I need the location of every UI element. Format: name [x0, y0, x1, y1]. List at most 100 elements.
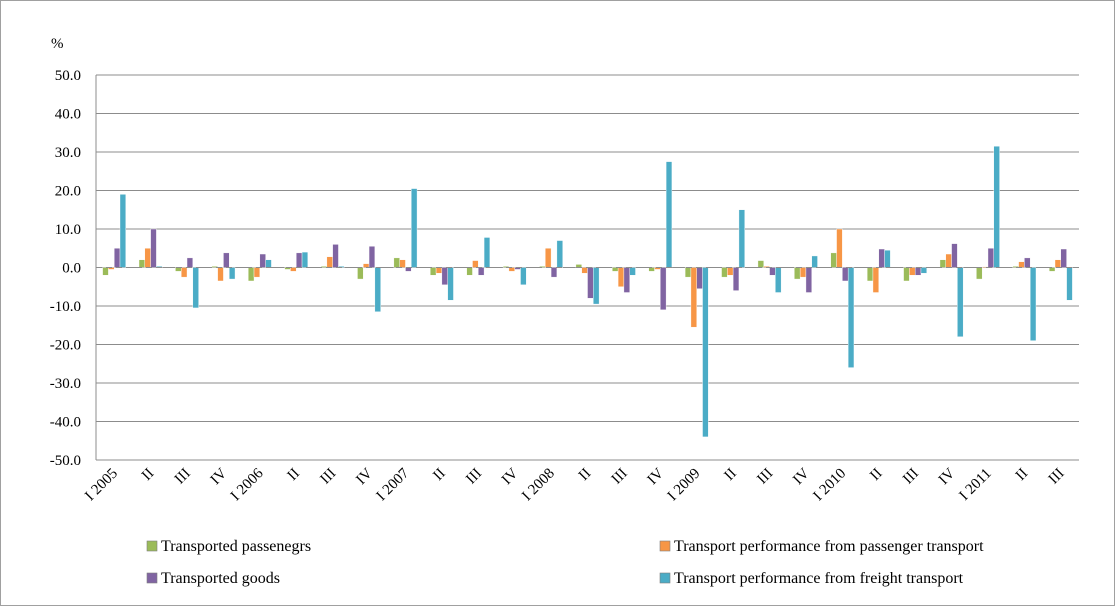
- bar: [332, 244, 339, 268]
- legend-label: Transported passenegrs: [161, 538, 311, 555]
- bar: [102, 267, 109, 276]
- x-tick-label: III: [463, 466, 485, 488]
- bar: [248, 267, 255, 282]
- bar: [920, 267, 927, 274]
- bar: [696, 267, 703, 289]
- legend: Transported passenegrs Transport performa…: [146, 538, 984, 587]
- bar: [301, 251, 309, 268]
- x-tick-label: III: [1046, 466, 1068, 488]
- y-tick-label: -40.0: [50, 415, 81, 431]
- bar: [223, 252, 230, 268]
- bar: [732, 267, 740, 291]
- bar: [508, 267, 515, 272]
- legend-label: Transported goods: [161, 570, 280, 587]
- bar: [617, 267, 625, 287]
- bar: [374, 267, 381, 312]
- bar: [690, 267, 697, 328]
- legend-swatch: [146, 540, 158, 552]
- bar: [957, 267, 964, 338]
- x-tick-label: III: [900, 466, 922, 488]
- bar: [217, 267, 224, 282]
- bar: [399, 259, 406, 268]
- legend-label: Transport performance from freight trans…: [674, 570, 964, 587]
- bar: [872, 267, 879, 293]
- bar: [660, 267, 667, 311]
- bar: [211, 266, 218, 268]
- legend-swatch: [659, 540, 671, 552]
- x-tick-label: II: [576, 466, 594, 484]
- legend-swatch: [659, 572, 671, 584]
- bar: [113, 248, 121, 268]
- x-tick-label: III: [754, 466, 776, 488]
- x-tick-labels: I 2005 II III IVI 2006 II III IVI 2007 II III IVI…: [82, 465, 1067, 504]
- bar: [1018, 261, 1025, 268]
- x-tick-label: IV: [208, 465, 231, 488]
- bar: [472, 260, 479, 268]
- bar: [945, 253, 952, 268]
- bar: [581, 267, 588, 274]
- bar: [447, 267, 454, 301]
- bar: [441, 267, 448, 286]
- bar: [144, 248, 151, 268]
- x-tick-label: III: [318, 466, 340, 488]
- bar: [721, 267, 728, 278]
- bar: [181, 267, 188, 278]
- y-tick-labels: 50.0 40.0 30.0 20.0 10.0 0.0 -10.0 -20.0 -30.0 -4…: [50, 68, 81, 469]
- bar: [665, 161, 673, 268]
- bar: [393, 257, 400, 268]
- bar: [836, 228, 843, 268]
- bars: [102, 146, 1073, 438]
- x-tick-label: II: [722, 466, 740, 484]
- bar: [186, 257, 194, 268]
- x-tick-label: IV: [353, 465, 376, 488]
- x-tick-label: I 2007: [374, 465, 413, 504]
- bar: [884, 249, 891, 268]
- bar: [550, 267, 558, 278]
- bar: [466, 267, 473, 276]
- x-tick-label: IV: [936, 465, 959, 488]
- bar: [502, 266, 510, 268]
- x-tick-label: III: [172, 466, 194, 488]
- bar: [1054, 259, 1062, 268]
- bar: [593, 267, 600, 305]
- x-tick-label: I 2011: [957, 466, 995, 504]
- bar: [775, 267, 782, 293]
- bar: [1024, 257, 1031, 268]
- y-tick-label: -10.0: [50, 299, 81, 315]
- y-tick-label: 10.0: [55, 222, 81, 238]
- x-tick-label: I 2008: [519, 466, 558, 505]
- bar: [914, 267, 922, 276]
- bar: [903, 267, 910, 282]
- bar: [435, 267, 443, 274]
- x-tick-label: I 2006: [228, 465, 267, 504]
- bar: [629, 267, 636, 276]
- x-tick-label: I 2009: [665, 466, 704, 505]
- x-tick-label: I 2005: [82, 466, 121, 505]
- bar: [357, 267, 364, 280]
- y-tick-label: 40.0: [55, 107, 81, 123]
- bar: [192, 267, 199, 309]
- y-unit-label: %: [51, 36, 64, 52]
- bar: [623, 267, 630, 293]
- bar: [805, 267, 812, 293]
- bar: [405, 267, 412, 272]
- bar: [866, 267, 874, 282]
- legend-label: Transport performance from passenger tra…: [674, 538, 984, 555]
- bar: [1066, 267, 1073, 301]
- y-tick-label: -30.0: [50, 376, 81, 392]
- bar: [951, 243, 958, 268]
- bar: [326, 256, 333, 268]
- bar: [545, 248, 552, 268]
- y-tick-label: -50.0: [50, 453, 81, 469]
- bar: [794, 267, 801, 280]
- bar: [847, 267, 855, 368]
- y-tick-label: 30.0: [55, 145, 81, 161]
- x-tick-label: II: [285, 466, 303, 484]
- x-tick-label: I 2010: [811, 466, 850, 505]
- bar: [612, 267, 619, 272]
- bar: [363, 263, 370, 268]
- bar: [830, 252, 837, 268]
- bar: [175, 267, 182, 272]
- bar: [993, 146, 1000, 268]
- bar: [1060, 248, 1067, 268]
